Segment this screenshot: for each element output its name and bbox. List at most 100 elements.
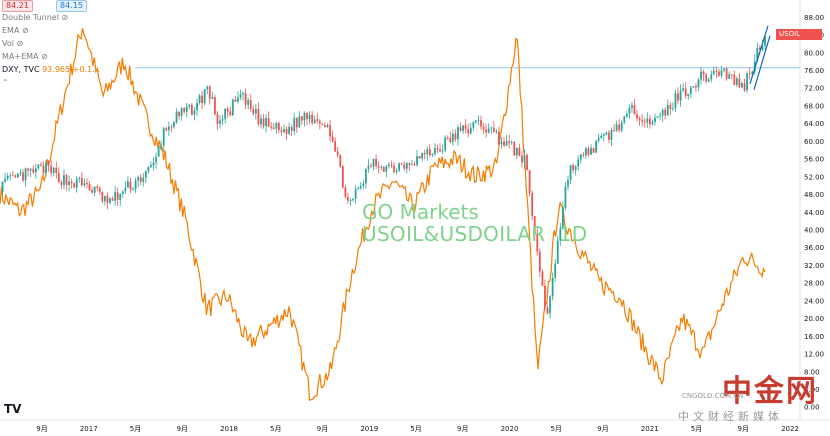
x-tick-label: 9月 <box>36 425 47 433</box>
indicator-double-tunnel[interactable]: Double Tunnel ⊘ <box>2 13 69 22</box>
usoil-candle-body <box>295 117 298 128</box>
usoil-candle-body <box>390 164 393 166</box>
usoil-candle-body <box>405 162 408 169</box>
usoil-candle-body <box>449 137 452 142</box>
usoil-candle-body <box>648 118 651 125</box>
usoil-candle-body <box>50 165 53 173</box>
usoil-candle-body <box>459 127 462 131</box>
usoil-candle-body <box>155 156 157 163</box>
usoil-candle-body <box>336 151 339 156</box>
usoil-candle-body <box>267 118 270 127</box>
usoil-candle-body <box>270 126 273 128</box>
usoil-candle-body <box>224 108 227 120</box>
y-tick-label: 64.00 <box>804 120 824 128</box>
usoil-last-price-tag: USOIL 84.21 <box>776 28 822 49</box>
y-tick-label: 60.00 <box>804 138 824 146</box>
indicator-vol[interactable]: Vol ⊘ <box>2 39 24 48</box>
usoil-candle-body <box>83 183 86 186</box>
x-tick-label: 5月 <box>270 425 281 433</box>
y-tick-label: 24.00 <box>804 297 824 305</box>
usoil-candle-body <box>57 173 60 183</box>
usoil-candle-body <box>55 167 58 174</box>
usoil-candle-body <box>221 119 224 121</box>
y-tick-label: 80.00 <box>804 49 824 57</box>
usoil-candle-body <box>671 108 674 110</box>
usoil-candle-body <box>608 132 610 140</box>
usoil-candle-body <box>712 70 715 75</box>
usoil-candle-body <box>193 110 196 115</box>
usoil-candle-body <box>561 207 564 229</box>
usoil-candle-body <box>761 46 764 50</box>
usoil-candle-body <box>595 140 598 153</box>
usoil-candle-body <box>201 95 204 104</box>
x-tick-label: 5月 <box>410 425 421 433</box>
usoil-candle-body <box>730 74 733 76</box>
usoil-candle-body <box>482 126 485 130</box>
usoil-candle-body <box>421 152 424 159</box>
eye-hidden-icon[interactable]: ⊘ <box>61 13 69 22</box>
collapse-legend-icon[interactable]: ⌃ <box>2 78 9 87</box>
usoil-candle-body <box>326 125 329 128</box>
y-tick-label: 32.00 <box>804 262 824 270</box>
usoil-candle-body <box>262 118 265 127</box>
usoil-candle-body <box>86 183 88 185</box>
usoil-candle-body <box>347 196 349 201</box>
usoil-candle-body <box>633 105 636 115</box>
usoil-candle-body <box>219 120 221 124</box>
usoil-candle-body <box>288 126 291 134</box>
usoil-candle-body <box>559 228 562 241</box>
usoil-candle-body <box>567 180 569 187</box>
usoil-candle-body <box>68 181 70 186</box>
usoil-candle-body <box>280 130 283 133</box>
usoil-candle-body <box>198 95 201 103</box>
usoil-candle-body <box>500 141 503 145</box>
usoil-candle-body <box>436 147 439 150</box>
dxy-series <box>0 28 766 402</box>
y-tick-label: 76.00 <box>804 67 824 75</box>
usoil-candle-body <box>185 106 188 112</box>
usoil-candle-body <box>549 296 551 314</box>
usoil-candle-body <box>515 147 518 156</box>
usoil-candle-body <box>29 168 32 171</box>
usoil-candle-body <box>116 192 119 200</box>
usoil-candle-body <box>196 102 198 111</box>
indicator-ma-ema[interactable]: MA+EMA ⊘ <box>2 52 48 61</box>
usoil-candle-body <box>70 181 73 184</box>
usoil-candle-body <box>423 152 426 155</box>
usoil-candle-body <box>661 109 664 116</box>
eye-hidden-icon[interactable]: ⊘ <box>16 39 24 48</box>
usoil-candle-body <box>127 181 129 188</box>
usoil-candle-body <box>114 192 117 201</box>
x-tick-label: 9月 <box>317 425 328 433</box>
brand-logo-text: 中金网 <box>722 374 818 409</box>
trendline-lower <box>753 35 771 90</box>
usoil-candle-body <box>331 136 334 142</box>
usoil-candle-body <box>564 186 567 208</box>
usoil-candle-body <box>4 178 7 182</box>
x-tick-label: 9月 <box>457 425 468 433</box>
y-tick-label: 4.00 <box>804 386 820 394</box>
usoil-candle-body <box>623 116 626 123</box>
tradingview-logo-icon[interactable]: TV <box>4 402 22 416</box>
indicator-ema[interactable]: EMA ⊘ <box>2 26 29 35</box>
eye-hidden-icon[interactable]: ⊘ <box>41 52 48 61</box>
usoil-candle-body <box>167 126 170 131</box>
usoil-candle-body <box>528 170 531 193</box>
usoil-candle-body <box>93 186 96 193</box>
usoil-candle-body <box>393 165 395 172</box>
usoil-candle-body <box>597 138 600 141</box>
usoil-candle-body <box>579 154 582 160</box>
x-tick-label: 2020 <box>501 425 519 433</box>
trendline-channel[interactable] <box>749 25 771 90</box>
usoil-candle-body <box>469 127 472 134</box>
usoil-candle-body <box>615 124 618 131</box>
usoil-candle-body <box>480 119 482 127</box>
x-tick-label: 2017 <box>80 425 98 433</box>
usoil-candle-body <box>165 128 168 131</box>
eye-hidden-icon[interactable]: ⊘ <box>21 26 29 35</box>
usoil-candle-body <box>234 99 237 102</box>
usoil-candle-body <box>313 119 316 123</box>
dxy-legend[interactable]: DXY, TVC 93.965 +0.1… <box>2 65 101 74</box>
usoil-candle-body <box>40 164 42 166</box>
